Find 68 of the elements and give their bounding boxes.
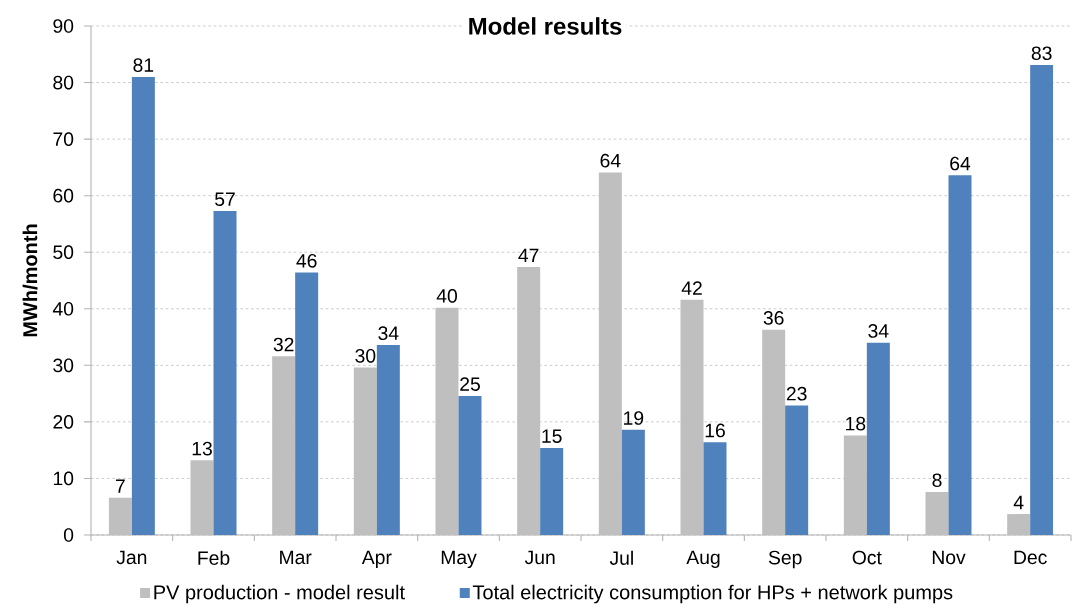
y-axis-title: MWh/month <box>22 224 38 337</box>
chart-title: Model results <box>469 17 622 35</box>
bar <box>843 435 867 535</box>
data-label: 8 <box>932 473 942 488</box>
x-tick-label: Feb <box>198 550 230 565</box>
legend-label: PV production - model result <box>154 584 405 604</box>
x-tick-label: Jun <box>524 550 555 565</box>
bar <box>621 429 645 535</box>
y-tick-label: 0 <box>63 528 74 542</box>
data-label: 19 <box>624 411 644 425</box>
bar <box>540 447 564 535</box>
bar <box>703 442 727 535</box>
data-label: 15 <box>542 429 562 443</box>
bar <box>948 175 972 535</box>
x-tick-label: May <box>441 550 477 569</box>
y-tick-label: 90 <box>53 19 74 33</box>
data-label: 34 <box>868 324 889 338</box>
bar <box>925 492 949 535</box>
data-label: 57 <box>215 192 235 206</box>
bar <box>353 367 377 535</box>
data-label: 30 <box>355 348 376 363</box>
data-label: 64 <box>600 153 621 168</box>
data-label: 36 <box>763 311 784 325</box>
bar <box>1030 65 1054 535</box>
data-label: 18 <box>846 416 866 431</box>
data-label: 42 <box>681 281 702 295</box>
x-tick-label: Mar <box>280 550 312 565</box>
legend-label: Total electricity consumption for HPs + network pumps <box>472 584 953 604</box>
x-tick-label: Apr <box>361 550 392 569</box>
bar <box>785 405 809 535</box>
y-tick-label: 10 <box>53 471 74 486</box>
data-label: 46 <box>296 253 317 268</box>
y-tick-label: 50 <box>53 245 74 260</box>
data-label: 34 <box>378 326 399 341</box>
bar <box>131 76 155 535</box>
data-label: 4 <box>1013 495 1024 510</box>
data-label: 47 <box>518 248 539 262</box>
data-label: 13 <box>192 441 212 456</box>
data-label: 40 <box>436 289 457 303</box>
y-tick-label: 70 <box>53 132 74 146</box>
y-tick-label: 60 <box>53 188 74 203</box>
data-label: 25 <box>460 377 480 391</box>
bar <box>1007 514 1031 535</box>
y-tick-label: 20 <box>53 415 74 429</box>
data-label: 7 <box>115 479 125 493</box>
bar <box>866 342 890 535</box>
data-label: 32 <box>273 337 294 352</box>
data-label: 81 <box>133 58 154 72</box>
data-label: 16 <box>705 423 725 438</box>
x-tick-label: Oct <box>852 550 882 565</box>
x-tick-label: Jan <box>116 550 147 565</box>
bar <box>190 460 214 535</box>
x-tick-label: Sep <box>768 550 802 569</box>
x-tick-label: Aug <box>686 550 720 569</box>
bar <box>295 272 319 535</box>
x-tick-label: Dec <box>1014 550 1047 565</box>
y-tick-label: 80 <box>53 75 74 90</box>
data-label: 83 <box>1031 46 1052 61</box>
data-label: 64 <box>950 156 971 171</box>
bar <box>376 344 400 535</box>
bar <box>108 497 132 535</box>
data-label: 23 <box>786 386 807 401</box>
x-tick-label: Jul <box>609 550 633 565</box>
x-tick-label: Nov <box>932 550 966 565</box>
bar <box>213 210 237 535</box>
y-tick-label: 40 <box>52 301 74 316</box>
bar <box>458 395 482 535</box>
y-tick-label: 30 <box>53 358 74 373</box>
